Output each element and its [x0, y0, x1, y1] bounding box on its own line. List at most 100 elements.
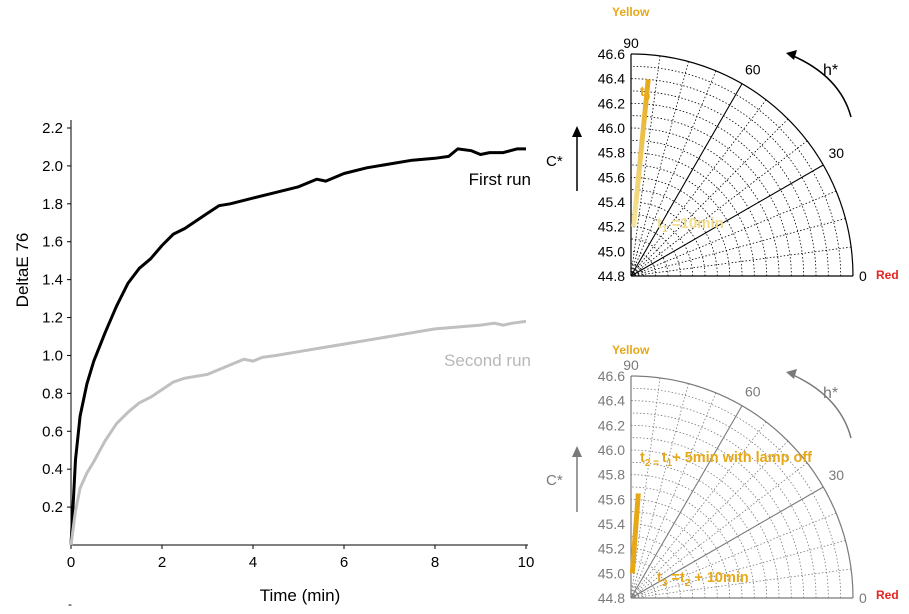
line-chart: 0.2 0.4 0.6 0.8 1.0 1.2 1.4 1.6 1.8 2.0 2.2 0 2 4 6 8 1… — [13, 120, 534, 611]
c-star-label: C* — [546, 153, 563, 170]
h-star-label: h* — [823, 62, 838, 79]
radial-tick-label: 45.8 — [598, 467, 625, 483]
x-tick-label: 4 — [249, 554, 257, 571]
y-tick-label: 0.4 — [42, 461, 63, 478]
svg-text:t0: t0 — [640, 83, 651, 103]
x-axis-label: Time (min) — [260, 586, 341, 605]
yellow-label: Yellow — [612, 343, 650, 357]
polar-chart-first-run: 46.6 46.4 46.2 46.0 45.8 45.6 45.4 45.2 45.0 44.8… — [598, 35, 867, 284]
grid-arc — [630, 412, 817, 599]
polar2-labels: Yellow Red C* h* t2 = t1+ 5min with lamp… — [546, 343, 899, 602]
y-tick-label: 1.4 — [42, 272, 63, 289]
series-label-first-run: First run — [469, 170, 531, 189]
grid-ray — [630, 486, 824, 599]
y-tick-label: 1.8 — [42, 196, 63, 213]
y-tick-label: 2.0 — [42, 158, 63, 175]
grid-arc — [630, 164, 743, 277]
radial-tick-label: 46.4 — [598, 71, 625, 87]
polar-chart-second-run: 46.6 46.4 46.2 46.0 45.8 45.6 45.4 45.2 45.0 44.8… — [598, 357, 867, 606]
grid-arc — [630, 189, 718, 277]
stray-mark: - — [68, 597, 72, 611]
red-label: Red — [876, 588, 899, 602]
svg-text:t2 = t1+ 5min with lamp off: t2 = t1+ 5min with lamp off — [640, 450, 812, 469]
grid-arc — [630, 461, 768, 599]
color-trajectory — [631, 79, 651, 227]
grid-ray — [630, 164, 824, 277]
polar1-labels: Yellow Red C* h* t0 t1 =10min — [546, 5, 899, 282]
radial-tick-label: 46.4 — [598, 393, 625, 409]
y-tick-label: 1.0 — [42, 347, 63, 364]
grid-arc — [630, 65, 842, 277]
radial-tick-label: 44.8 — [598, 590, 625, 606]
radial-tick-label: 45.4 — [598, 194, 625, 210]
grid-arc — [630, 560, 669, 599]
grid-arc — [630, 78, 829, 277]
x-tick-label: 10 — [518, 554, 535, 571]
radial-tick-label: 45.2 — [598, 541, 625, 557]
outer-arc — [630, 53, 854, 277]
grid-arc — [630, 486, 743, 599]
yellow-label: Yellow — [612, 5, 650, 19]
grid-arc — [630, 523, 706, 599]
h-star-label: h* — [823, 385, 838, 402]
y-tick-label: 1.6 — [42, 234, 63, 251]
c-star-arrow-icon — [572, 126, 582, 191]
h-star-arrow-icon — [786, 369, 852, 439]
series-label-second-run: Second run — [444, 351, 531, 370]
grid-arc — [630, 201, 706, 277]
x-ticks: 0 2 4 6 8 10 — [67, 545, 535, 571]
x-tick-label: 6 — [340, 554, 348, 571]
red-label: Red — [876, 268, 899, 282]
radial-tick-label: 46.2 — [598, 95, 625, 111]
y-tick-label: 2.2 — [42, 120, 63, 137]
grid-arc — [630, 400, 829, 599]
h-star-arrow-icon — [786, 50, 852, 118]
radial-tick-label: 46.0 — [598, 442, 625, 458]
grid-arc — [630, 139, 768, 277]
angle-tick-label: 0 — [859, 590, 867, 606]
y-tick-label: 0.8 — [42, 385, 63, 402]
series-line-first-run — [69, 147, 526, 546]
grid-arc — [630, 127, 780, 277]
radial-tick-label: 45.0 — [598, 565, 625, 581]
series-group — [69, 147, 527, 546]
radial-tick-label: 45.0 — [598, 243, 625, 259]
angle-tick-label: 30 — [828, 467, 844, 483]
t0-annotation: t0 — [640, 83, 651, 103]
x-tick-label: 2 — [158, 554, 166, 571]
c-star-arrow-icon — [572, 446, 582, 512]
y-tick-label: 0.2 — [42, 499, 63, 516]
t1-annotation: t1 =10min — [657, 215, 724, 235]
grid-arc — [630, 250, 657, 277]
angle-tick-label: 90 — [623, 35, 639, 51]
x-tick-label: 8 — [431, 554, 439, 571]
angle-tick-label: 60 — [745, 384, 761, 400]
grid-ray — [630, 405, 743, 599]
grid-arc — [630, 238, 669, 277]
grid-arc — [630, 585, 644, 599]
color-trajectory — [629, 493, 641, 574]
radial-tick-label: 46.2 — [598, 417, 625, 433]
grid-arc — [630, 90, 817, 277]
grid-arc — [630, 115, 792, 277]
radial-tick-label: 45.6 — [598, 169, 625, 185]
angle-tick-label: 30 — [828, 145, 844, 161]
radial-tick-label: 45.4 — [598, 516, 625, 532]
grid-arc — [630, 572, 657, 599]
grid-arc — [630, 535, 694, 599]
angle-tick-label: 90 — [623, 357, 639, 373]
grid-arc — [630, 437, 792, 599]
t2-annotation: t2 = t1+ 5min with lamp off — [640, 450, 812, 469]
grid-arc — [630, 387, 842, 599]
radial-tick-label: 45.2 — [598, 219, 625, 235]
t3-annotation: t3 =t2 + 10min — [657, 570, 749, 589]
radial-tick-label: 44.8 — [598, 268, 625, 284]
y-tick-label: 1.2 — [42, 310, 63, 327]
angle-tick-label: 0 — [859, 268, 867, 284]
y-tick-label: 0.6 — [42, 423, 63, 440]
radial-tick-label: 46.6 — [598, 368, 625, 384]
radial-tick-label: 45.8 — [598, 145, 625, 161]
grid-arc — [630, 511, 718, 599]
y-ticks: 0.2 0.4 0.6 0.8 1.0 1.2 1.4 1.6 1.8 2.0 2.2 — [42, 120, 71, 516]
